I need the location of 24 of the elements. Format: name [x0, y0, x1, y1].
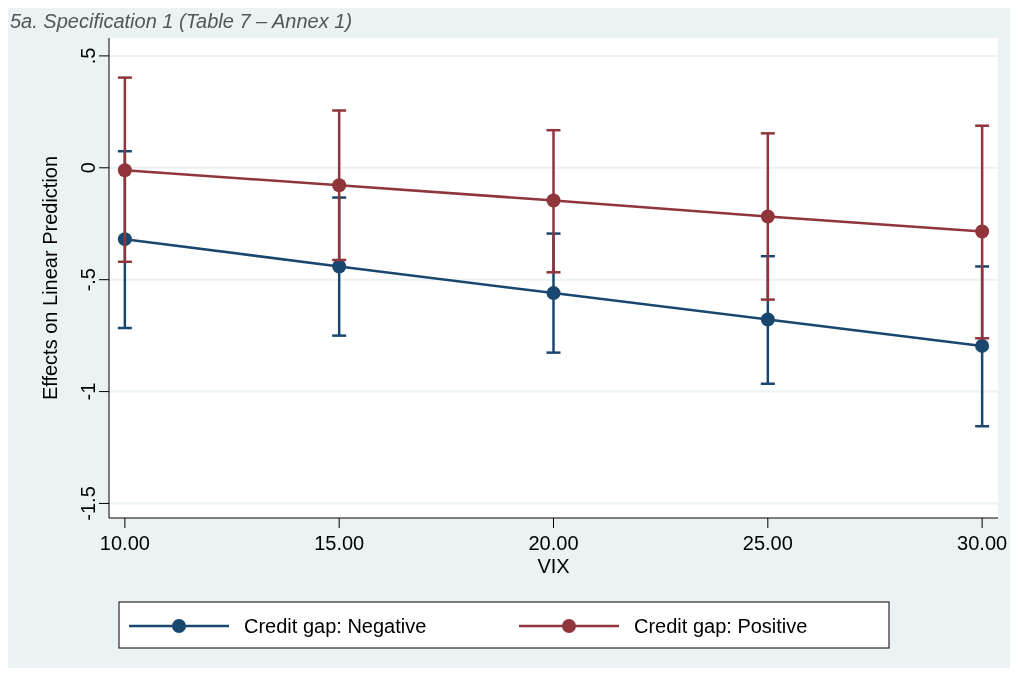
point	[760, 312, 775, 327]
point	[975, 338, 990, 353]
chart-title: 5a. Specification 1 (Table 7 – Annex 1)	[10, 10, 353, 32]
point	[760, 209, 775, 224]
point	[546, 193, 561, 208]
point	[117, 163, 132, 178]
x-tick-label: 15.00	[314, 532, 365, 554]
y-tick-label: -1.5	[77, 486, 99, 521]
x-tick-label: 30.00	[957, 532, 1008, 554]
y-tick-label: -.5	[77, 268, 99, 292]
legend-label: Credit gap: Negative	[244, 615, 427, 637]
x-axis-title: VIX	[537, 555, 570, 577]
y-tick-label: -1	[77, 382, 99, 401]
y-tick-label: 0	[77, 162, 99, 174]
x-tick-label: 20.00	[528, 532, 579, 554]
point	[332, 178, 347, 193]
point	[975, 224, 990, 239]
x-tick-label: 25.00	[742, 532, 793, 554]
y-axis-title: Effects on Linear Prediction	[39, 155, 61, 401]
y-tick-label: .5	[77, 47, 99, 65]
point	[332, 259, 347, 274]
legend-label: Credit gap: Positive	[634, 615, 808, 637]
x-tick-label: 10.00	[99, 532, 150, 554]
point	[546, 286, 561, 301]
